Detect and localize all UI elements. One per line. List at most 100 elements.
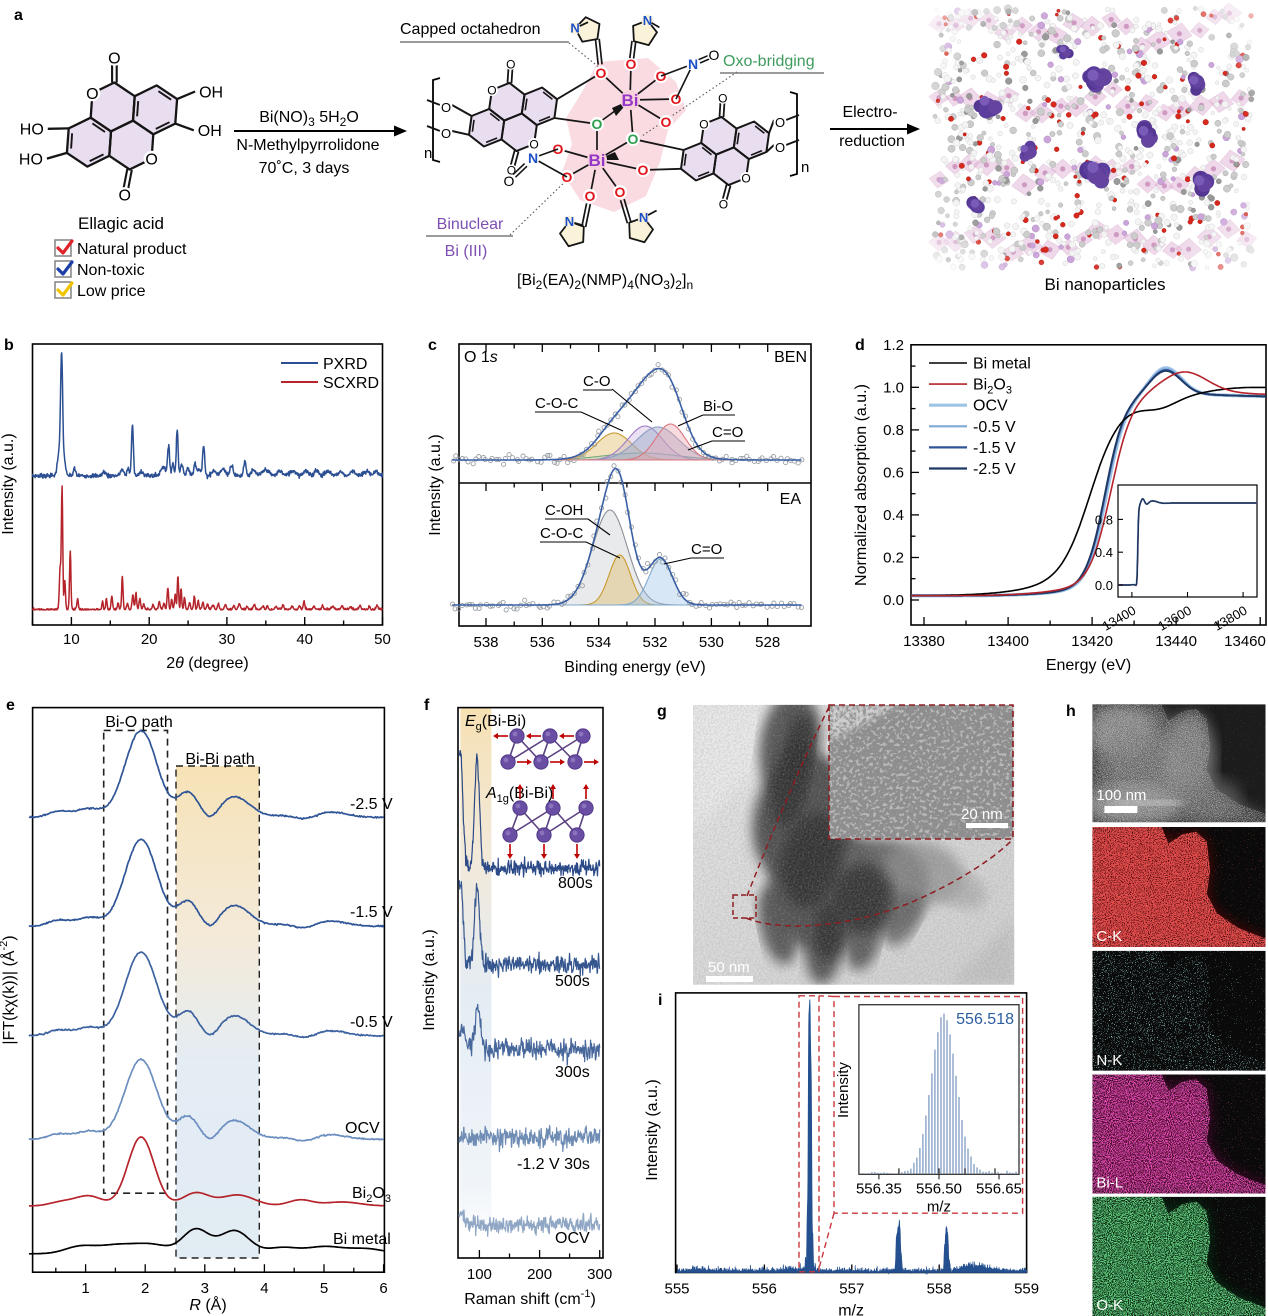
- svg-text:n: n: [424, 145, 432, 162]
- svg-text:OH: OH: [198, 123, 222, 140]
- svg-text:Bi: Bi: [589, 151, 606, 170]
- svg-text:O: O: [719, 198, 728, 212]
- svg-text:|FT(kχ(k))| (Å-2): |FT(kχ(k))| (Å-2): [0, 935, 18, 1044]
- svg-text:13400: 13400: [1100, 603, 1139, 634]
- svg-text:0.4: 0.4: [883, 507, 904, 524]
- svg-text:30: 30: [219, 631, 236, 648]
- svg-text:reduction: reduction: [839, 133, 905, 150]
- svg-text:C-OH: C-OH: [545, 502, 583, 519]
- svg-text:i: i: [658, 992, 662, 1009]
- svg-text:N-K: N-K: [1096, 1052, 1122, 1069]
- svg-text:g: g: [657, 703, 667, 720]
- svg-text:O: O: [108, 51, 120, 68]
- svg-text:O: O: [507, 164, 516, 178]
- svg-text:100 nm: 100 nm: [1096, 787, 1146, 804]
- svg-text:O: O: [638, 162, 649, 178]
- svg-text:70˚C, 3 days: 70˚C, 3 days: [259, 160, 350, 177]
- svg-text:556.518: 556.518: [956, 1011, 1014, 1028]
- svg-text:O: O: [615, 184, 626, 200]
- svg-text:13400: 13400: [987, 633, 1029, 650]
- svg-text:C=O: C=O: [712, 424, 743, 441]
- svg-text:2θ (degree): 2θ (degree): [166, 655, 249, 672]
- svg-text:a: a: [14, 7, 23, 24]
- svg-text:3: 3: [201, 1280, 209, 1297]
- svg-text:O: O: [562, 169, 573, 185]
- svg-text:e: e: [6, 697, 15, 714]
- svg-text:13420: 13420: [1071, 633, 1113, 650]
- svg-text:538: 538: [473, 634, 498, 651]
- svg-text:555: 555: [664, 1281, 689, 1298]
- svg-text:13800: 13800: [1211, 603, 1250, 634]
- svg-text:C-O-C: C-O-C: [535, 395, 578, 412]
- svg-text:SCXRD: SCXRD: [323, 375, 379, 392]
- svg-text:556: 556: [752, 1281, 777, 1298]
- svg-text:N-Methylpyrrolidone: N-Methylpyrrolidone: [236, 137, 379, 154]
- svg-text:Bi2O3: Bi2O3: [973, 377, 1012, 397]
- svg-text:0.4: 0.4: [1095, 545, 1113, 560]
- svg-text:N: N: [565, 214, 574, 229]
- svg-text:O: O: [441, 100, 451, 115]
- svg-text:-2.5 V: -2.5 V: [350, 796, 393, 813]
- svg-text:Intensity (a.u.): Intensity (a.u.): [421, 929, 438, 1030]
- svg-text:OH: OH: [199, 84, 223, 101]
- svg-text:4: 4: [260, 1280, 268, 1297]
- svg-text:HO: HO: [20, 122, 44, 139]
- svg-text:N: N: [688, 56, 698, 72]
- svg-text:200: 200: [527, 1266, 552, 1283]
- svg-text:0.0: 0.0: [883, 592, 904, 609]
- svg-text:Intensity (a.u.): Intensity (a.u.): [427, 434, 444, 535]
- svg-text:b: b: [4, 337, 14, 354]
- svg-text:532: 532: [642, 634, 667, 651]
- svg-text:Bi-L: Bi-L: [1096, 1175, 1123, 1192]
- svg-text:Energy (eV): Energy (eV): [1046, 657, 1131, 674]
- svg-text:OCV: OCV: [555, 1230, 590, 1247]
- svg-text:O: O: [145, 152, 157, 169]
- svg-text:40: 40: [296, 631, 313, 648]
- svg-text:O: O: [718, 91, 727, 105]
- svg-text:OCV: OCV: [345, 1120, 380, 1137]
- svg-text:557: 557: [839, 1281, 864, 1298]
- svg-text:Binuclear: Binuclear: [437, 216, 504, 233]
- svg-text:300s: 300s: [555, 1064, 590, 1081]
- svg-text:BEN: BEN: [774, 349, 807, 366]
- svg-text:0.8: 0.8: [883, 422, 904, 439]
- svg-text:534: 534: [586, 634, 611, 651]
- svg-text:300: 300: [587, 1266, 612, 1283]
- svg-text:O: O: [441, 126, 451, 141]
- svg-text:Intensity (a.u.): Intensity (a.u.): [644, 1079, 661, 1180]
- svg-text:13460: 13460: [1224, 633, 1266, 650]
- svg-text:6: 6: [379, 1280, 387, 1297]
- svg-text:O: O: [506, 57, 515, 71]
- svg-text:Intensity (a.u.): Intensity (a.u.): [0, 433, 17, 534]
- svg-text:N: N: [643, 13, 652, 28]
- svg-text:EA: EA: [780, 491, 802, 508]
- svg-text:OCV: OCV: [973, 398, 1008, 415]
- svg-text:536: 536: [530, 634, 555, 651]
- svg-text:Low price: Low price: [77, 283, 146, 300]
- svg-text:13440: 13440: [1155, 633, 1197, 650]
- svg-text:O: O: [504, 173, 515, 189]
- svg-text:O: O: [699, 117, 708, 131]
- svg-text:50 nm: 50 nm: [708, 959, 750, 976]
- svg-text:558: 558: [927, 1281, 952, 1298]
- svg-text:O: O: [775, 140, 785, 155]
- svg-text:-2.5 V: -2.5 V: [973, 461, 1016, 478]
- svg-text:O: O: [775, 115, 785, 130]
- svg-text:O-K: O-K: [1096, 1297, 1123, 1314]
- svg-text:C=O: C=O: [691, 541, 722, 558]
- svg-text:C-K: C-K: [1096, 928, 1122, 945]
- svg-text:h: h: [1066, 703, 1076, 720]
- svg-text:O: O: [529, 137, 538, 151]
- svg-text:Intensity: Intensity: [835, 1062, 852, 1118]
- svg-text:1.2: 1.2: [883, 337, 904, 354]
- svg-text:Natural product: Natural product: [77, 241, 187, 258]
- svg-text:R (Å): R (Å): [189, 1295, 226, 1314]
- svg-text:O: O: [709, 47, 720, 63]
- svg-text:Oxo-bridging: Oxo-bridging: [723, 53, 815, 70]
- svg-text:800s: 800s: [558, 875, 593, 892]
- svg-text:1.0: 1.0: [883, 379, 904, 396]
- svg-text:Bi2O3: Bi2O3: [352, 1185, 391, 1205]
- svg-text:C-O: C-O: [583, 373, 611, 390]
- svg-text:O: O: [741, 171, 750, 185]
- svg-text:O: O: [553, 141, 564, 157]
